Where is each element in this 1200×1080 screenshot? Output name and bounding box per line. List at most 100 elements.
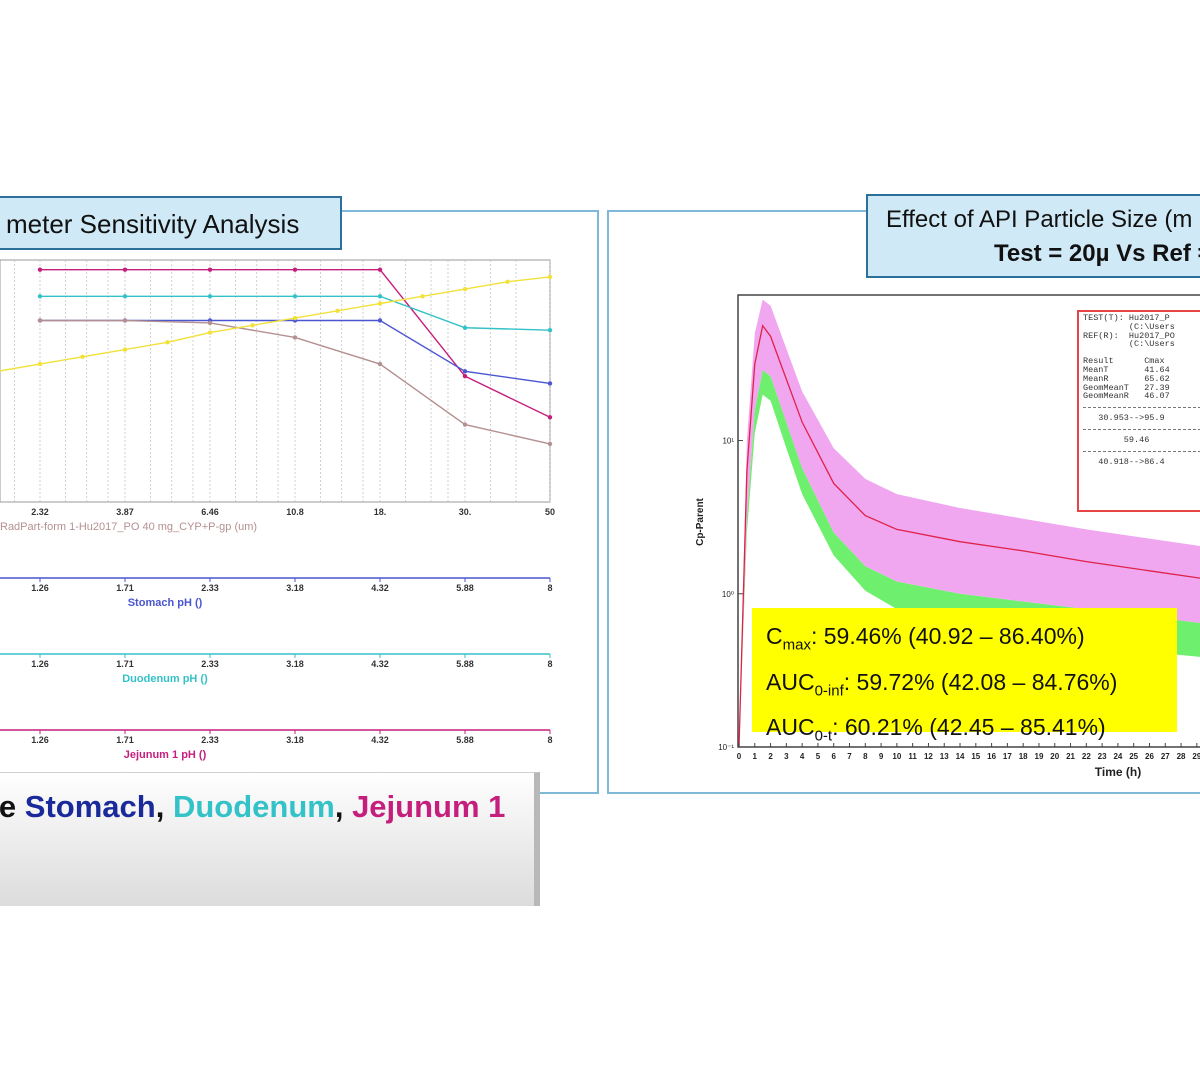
ph-tick-label: 2.33 [201,659,219,669]
data-point [462,369,468,374]
x-tick-label: 16 [987,752,996,761]
x-tick-label: 13 [940,752,949,761]
data-point [250,323,255,328]
ph-axis-label: Duodenum pH () [122,673,208,685]
x-tick-label: 7 [847,752,852,761]
data-point [122,318,128,323]
ph-tick-label: 8 [547,735,552,745]
x-tick-label: 12 [924,752,933,761]
stats-table-row: MeanR 65.62 [1083,373,1170,384]
ph-tick-label: 5.88 [456,735,474,745]
ph-tick-label: 4.32 [371,659,389,669]
x-tick-label: 24 [1113,752,1122,761]
x-tick-label: 15 [971,752,980,761]
data-point [462,325,468,330]
data-point [462,286,468,292]
ph-axis-label: Stomach pH () [128,597,203,609]
x-tick-label: 2 [768,752,773,761]
stats-line: (C:\Users [1083,321,1175,332]
caption-duodenum: Duodenum [172,789,335,824]
x-tick-label: 29 [1192,752,1200,761]
data-point [37,267,43,272]
caption-stomach: Stomach [24,789,156,824]
x-tick-label: 3 [784,752,789,761]
stats-table-row: GeomMeanT 27.39 [1083,382,1170,393]
stats-line: REF(R): Hu2017_PO [1083,330,1175,341]
x-tick-label: 9 [879,752,884,761]
stats-table-row: MeanT 41.64 [1083,364,1170,375]
x-tick-label: 19 [1035,752,1044,761]
caption-text: he Stomach, Duodenum, Jejunum 1 [0,789,506,824]
pk-x-ticks: 0 1 2 3 4 5 6 7 8 9 10 11 12 13 14 15 16 17 18 19 20 21 22 23 24… [737,743,1200,761]
stats-box: TEST(T): Hu2017_P (C:\Users REF(R): Hu20… [1077,310,1200,512]
sensitivity-x-label: RadPart-form 1-Hu2017_PO 40 mg_CYP+P-gp … [0,521,257,533]
x-tick-label: 22 [1082,752,1091,761]
ph-tick-label: 4.32 [371,735,389,745]
caption-box: he Stomach, Duodenum, Jejunum 1 [0,772,540,906]
x-tick-label: 18. [374,507,387,517]
caption-jejunum: Jejunum 1 [352,789,506,824]
ph-tick-label: 2.33 [201,583,219,593]
x-tick-label: 17 [1003,752,1012,761]
particle-size-title-line1: Effect of API Particle Size (m [886,206,1193,233]
x-tick-label: 27 [1161,752,1170,761]
data-point [547,327,553,333]
stats-line: (C:\Users [1083,339,1175,350]
data-point [37,361,43,367]
data-point [207,320,213,326]
data-point [420,294,425,299]
auc-inf-result: AUC0-inf: 59.72% (42.08 – 84.76%) [766,668,1118,700]
x-tick-label: 5 [816,752,821,761]
data-point [377,301,383,306]
data-point [292,294,298,299]
data-point [37,294,43,299]
stats-line: TEST(T): Hu2017_P [1083,313,1170,323]
data-point [547,274,553,280]
data-point [207,330,213,335]
y-tick-label: 10⁰ [722,590,734,599]
mean-line [738,324,1200,748]
pk-y-label: Cp-Parent [695,497,706,545]
data-point [377,267,383,272]
x-tick-label: 14 [956,752,965,761]
x-tick-label: 0 [737,752,742,761]
x-tick-label: 11 [908,752,917,761]
data-point [377,294,383,299]
auc-t-result: AUC0-t: 60.21% (42.45 – 85.41%) [766,714,1106,745]
data-point [547,441,553,447]
x-tick-label: 25 [1129,752,1138,761]
x-tick-label: 28 [1177,752,1186,761]
data-point [377,318,383,323]
ph-tick-label: 4.32 [371,583,389,593]
stats-separator [1083,450,1200,452]
data-point [335,308,340,314]
x-tick-label: 10 [892,752,901,761]
x-tick-label: 1 [753,752,758,761]
x-tick-label: 26 [1145,752,1154,761]
particle-size-title: Effect of API Particle Size (m Test = 20… [866,194,1200,278]
data-point [122,267,128,272]
data-point [547,415,553,420]
ph-tick-label: 1.71 [116,659,134,669]
stats-mid: 59.46 [1083,434,1150,445]
cmax-result: Cmax: 59.46% (40.92 – 86.40%) [766,623,1085,654]
x-tick-label: 18 [1019,752,1028,761]
ph-axes: 1.26 1.71 2.33 3.18 4.32 5.88 8 Stomach pH () 1.… [0,577,553,761]
x-tick-label: 3.87 [116,507,134,517]
data-point [122,294,128,299]
data-point [292,335,298,340]
sensitivity-title: meter Sensitivity Analysis [0,196,342,250]
ph-tick-label: 3.18 [286,735,304,745]
x-tick-label: 50 [545,507,555,517]
ph-axis-label: Jejunum 1 pH () [124,749,207,761]
x-tick-label: 6 [831,752,836,761]
test-band [739,299,1200,747]
ph-tick-label: 1.71 [116,735,134,745]
ph-tick-label: 8 [547,583,552,593]
data-point [547,381,553,386]
data-point [37,318,43,323]
ph-tick-label: 1.26 [31,735,49,745]
stats-ci2: 40.918-->86.4 [1083,456,1165,467]
ph-tick-label: 5.88 [456,659,474,669]
